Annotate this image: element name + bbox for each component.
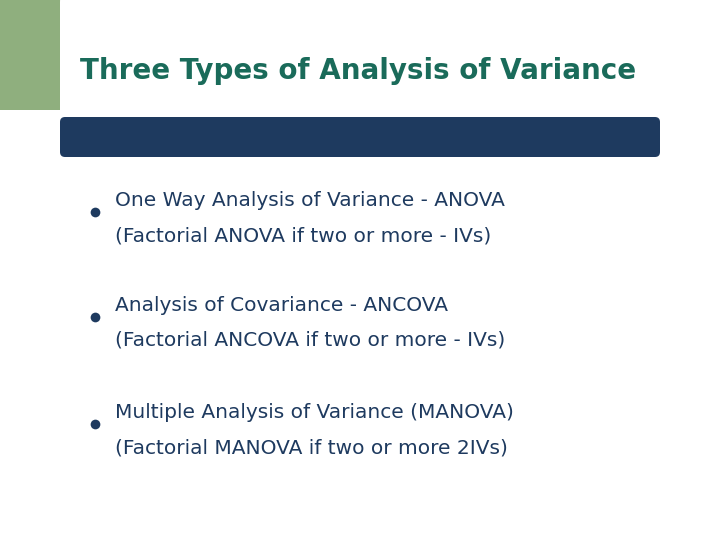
Bar <box>0 110 720 540</box>
Bar <box>75 30 720 110</box>
FancyBboxPatch shape <box>60 0 710 125</box>
Text: (Factorial ANOVA if two or more - IVs): (Factorial ANOVA if two or more - IVs) <box>115 226 491 245</box>
Text: One Way Analysis of Variance - ANOVA: One Way Analysis of Variance - ANOVA <box>115 191 505 210</box>
Bar <box>130 0 720 110</box>
Text: (Factorial MANOVA if two or more 2IVs): (Factorial MANOVA if two or more 2IVs) <box>115 438 508 457</box>
Text: (Factorial ANCOVA if two or more - IVs): (Factorial ANCOVA if two or more - IVs) <box>115 331 505 350</box>
Text: Multiple Analysis of Variance (MANOVA): Multiple Analysis of Variance (MANOVA) <box>115 403 514 422</box>
Text: Analysis of Covariance - ANCOVA: Analysis of Covariance - ANCOVA <box>115 296 448 315</box>
FancyBboxPatch shape <box>60 117 660 157</box>
Bar <box>200 0 720 110</box>
Text: Three Types of Analysis of Variance: Three Types of Analysis of Variance <box>80 57 636 85</box>
